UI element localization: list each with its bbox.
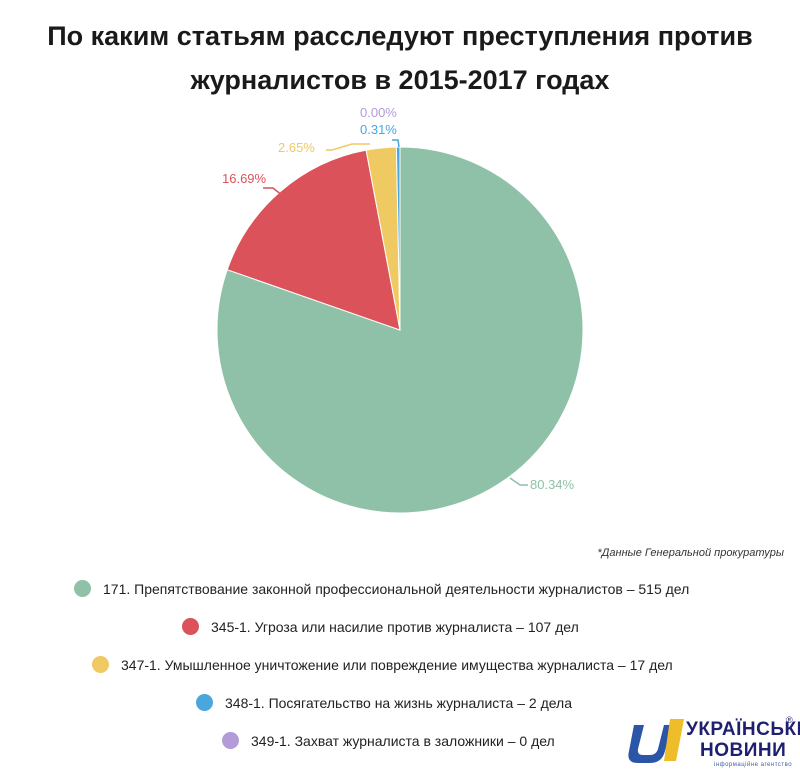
logo-line-1: УКРАЇНСЬКІ (686, 719, 800, 740)
data-label-5: 0.00% (360, 105, 397, 120)
pie-slice-4 (395, 146, 401, 331)
logo-line-2: НОВИНИ (700, 740, 787, 761)
data-label-4: 0.31% (360, 122, 397, 137)
leader-line-4 (392, 139, 400, 148)
logo-mark-icon (628, 719, 684, 763)
logo-tagline: інформаційне агентство (714, 762, 793, 768)
data-label-3: 2.65% (278, 140, 315, 155)
logo-registered-mark: ® (786, 715, 793, 725)
chart-title-line-1: По каким статьям расследуют преступления… (47, 21, 753, 51)
chart-title-line-2: журналистов в 2015-2017 годах (190, 65, 610, 95)
data-label-1: 80.34% (530, 477, 575, 492)
data-label-2: 16.69% (222, 171, 267, 186)
leader-line-2 (263, 187, 284, 197)
logo: УКРАЇНСЬКІ НОВИНИ інформаційне агентство… (626, 715, 800, 771)
logo-wordmark: УКРАЇНСЬКІ НОВИНИ (686, 719, 800, 761)
source-note: *Данные Генеральной прокуратуры (597, 547, 784, 559)
leader-line-1 (509, 477, 528, 486)
chart-title: По каким статьям расследуют преступления… (0, 14, 800, 102)
pie-slice-2 (226, 149, 401, 331)
leader-line-3 (326, 143, 370, 151)
